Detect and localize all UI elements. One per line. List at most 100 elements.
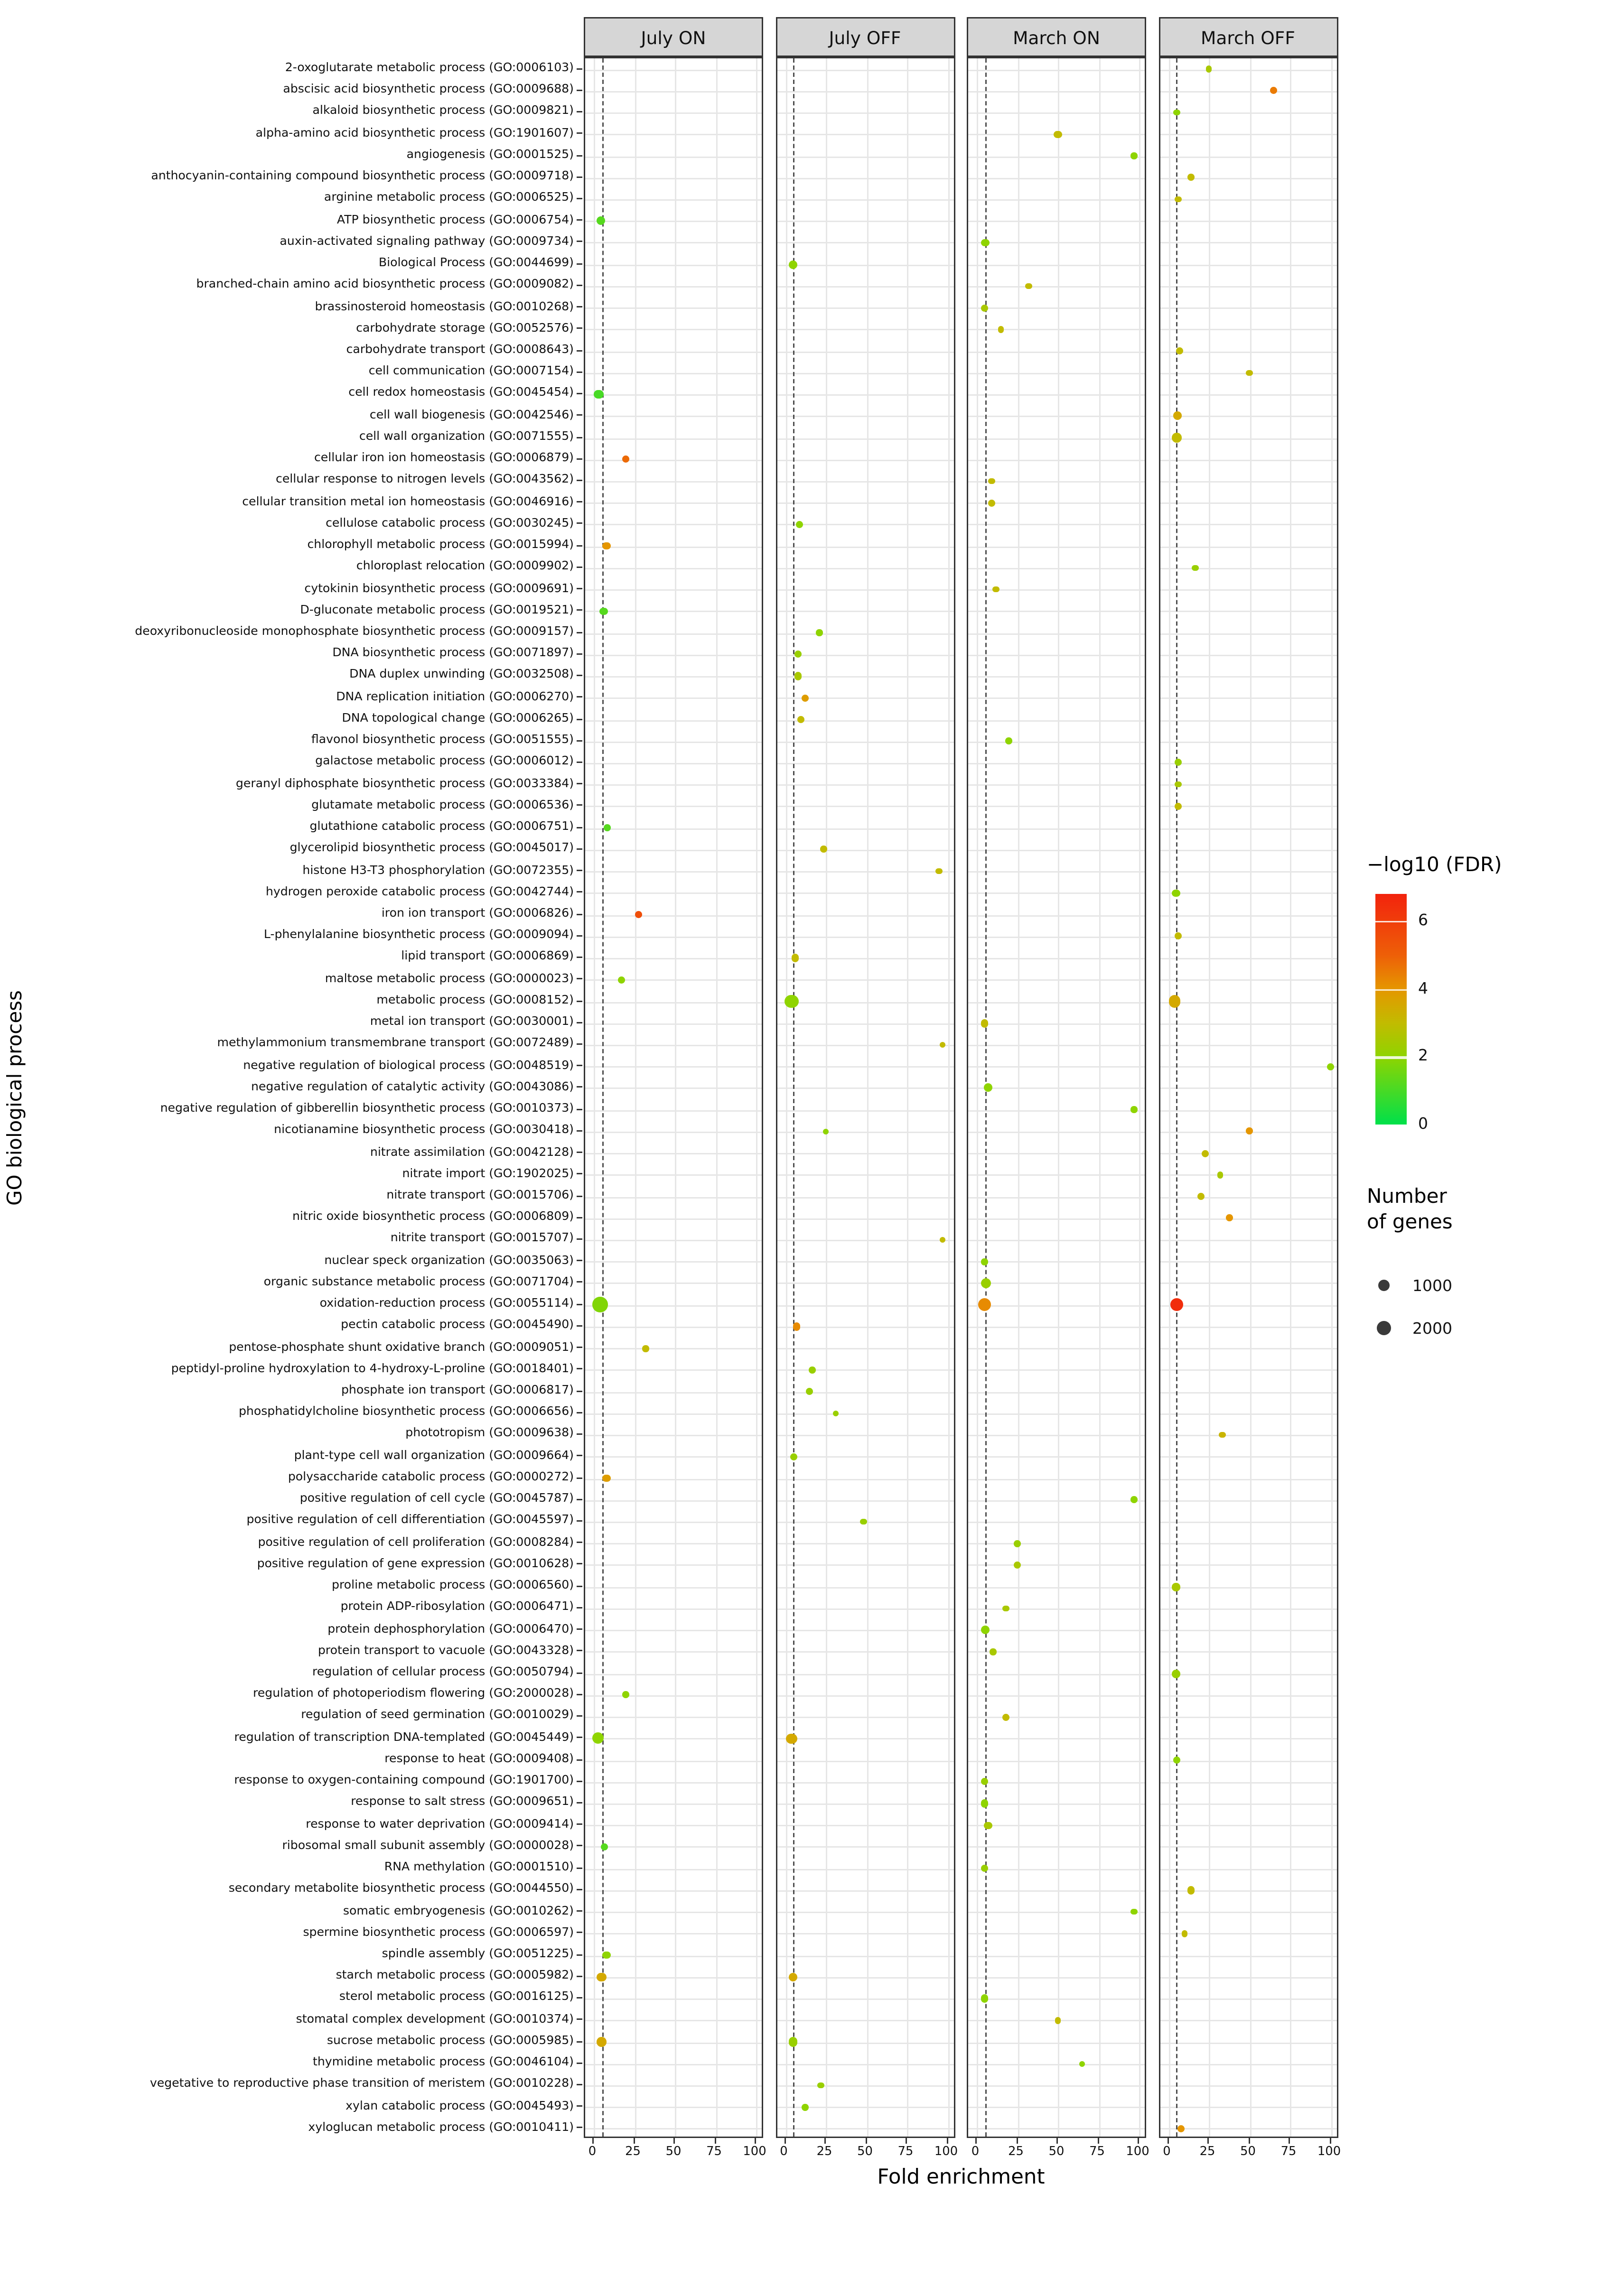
facet-strip-label: March ON: [1013, 26, 1100, 48]
gridline-horizontal: [968, 697, 1145, 699]
x-axis-tick: [946, 2138, 948, 2144]
y-axis-label: metabolic process (GO:0008152): [376, 992, 574, 1006]
gridline-horizontal: [1159, 1565, 1336, 1567]
gridline-horizontal: [968, 1413, 1145, 1415]
gridline-horizontal: [776, 1478, 953, 1480]
x-axis-tick: [755, 2138, 756, 2144]
data-point: [1202, 1149, 1209, 1157]
gridline-horizontal: [776, 2085, 953, 2087]
y-axis-label: carbohydrate storage (GO:0052576): [356, 320, 574, 335]
gridline-horizontal: [776, 1370, 953, 1372]
y-axis-label: pectin catabolic process (GO:0045490): [341, 1317, 574, 1331]
gridline-horizontal: [1159, 1391, 1336, 1393]
color-legend-title: −log10 (FDR): [1367, 854, 1502, 877]
gridline-horizontal: [776, 1890, 953, 1892]
gridline-horizontal: [776, 1348, 953, 1350]
y-axis-tick: [577, 1758, 582, 1760]
gridline-vertical: [1168, 58, 1170, 2137]
y-axis-label: nuclear speck organization (GO:0035063): [324, 1252, 574, 1266]
gridline-horizontal: [968, 589, 1145, 591]
gridline-horizontal: [968, 1890, 1145, 1892]
data-point: [817, 2082, 824, 2089]
gridline-horizontal: [968, 1868, 1145, 1870]
y-axis-label: geranyl diphosphate biosynthetic process…: [235, 775, 574, 790]
gridline-horizontal: [776, 784, 953, 786]
gridline-horizontal: [1159, 1760, 1336, 1762]
y-axis-tick: [577, 1888, 582, 1890]
y-axis-tick: [577, 241, 582, 243]
y-axis-label: flavonol biosynthetic process (GO:005155…: [311, 732, 574, 746]
gridline-horizontal: [776, 1261, 953, 1263]
data-point: [981, 1995, 989, 2003]
y-axis-label: glycerolipid biosynthetic process (GO:00…: [290, 840, 574, 855]
data-point: [806, 1388, 813, 1395]
y-axis-label: ribosomal small subunit assembly (GO:000…: [282, 1837, 574, 1852]
y-axis-tick: [577, 545, 582, 547]
colorbar-tick-label: 4: [1418, 979, 1428, 998]
y-axis-label: alpha-amino acid biosynthetic process (G…: [255, 125, 574, 139]
gridline-horizontal: [776, 827, 953, 829]
gridline-horizontal: [1159, 611, 1336, 613]
x-axis-tick-label: 0: [971, 2145, 980, 2160]
gridline-horizontal: [968, 1305, 1145, 1307]
gridline-horizontal: [968, 1218, 1145, 1220]
y-axis-tick: [577, 1043, 582, 1045]
gridline-horizontal: [585, 1153, 762, 1155]
y-axis-tick: [577, 67, 582, 69]
gridline-horizontal: [776, 762, 953, 764]
y-axis-label: pentose-phosphate shunt oxidative branch…: [229, 1339, 574, 1353]
gridline-horizontal: [585, 134, 762, 136]
gridline-vertical: [785, 58, 787, 2137]
gridline-horizontal: [968, 264, 1145, 266]
data-point: [1174, 932, 1182, 940]
gridline-horizontal: [968, 1738, 1145, 1740]
gridline-horizontal: [968, 416, 1145, 418]
gridline-vertical: [594, 58, 595, 2137]
data-point: [793, 1322, 801, 1331]
x-axis-tick-label: 75: [1280, 2145, 1297, 2160]
x-axis-tick: [1167, 2138, 1168, 2144]
x-axis-tick-label: 100: [1126, 2145, 1149, 2160]
gridline-horizontal: [585, 1999, 762, 2000]
gridline-horizontal: [776, 1825, 953, 1827]
y-axis-label: angiogenesis (GO:0001525): [406, 146, 574, 161]
gridline-horizontal: [585, 1738, 762, 1740]
y-axis-label: secondary metabolite biosynthetic proces…: [228, 1880, 574, 1895]
gridline-horizontal: [1159, 871, 1336, 873]
data-point: [981, 1258, 989, 1265]
gridline-horizontal: [968, 2042, 1145, 2044]
data-point: [1079, 2060, 1085, 2067]
gridline-horizontal: [1159, 112, 1336, 114]
gridline-horizontal: [776, 893, 953, 895]
y-axis-label: cellulose catabolic process (GO:0030245): [326, 515, 574, 530]
gridline-vertical: [634, 58, 636, 2137]
y-axis-label: cellular transition metal ion homeostasi…: [242, 493, 574, 508]
data-point: [1187, 1886, 1195, 1894]
facet-panel: [584, 57, 763, 2138]
data-point: [1218, 1432, 1225, 1439]
gridline-horizontal: [1159, 221, 1336, 223]
gridline-horizontal: [585, 1283, 762, 1285]
x-axis-tick: [784, 2138, 785, 2144]
data-point: [981, 304, 989, 311]
gridline-horizontal: [776, 1717, 953, 1719]
gridline-horizontal: [585, 1890, 762, 1892]
gridline-horizontal: [968, 1261, 1145, 1263]
x-axis-tick-label: 0: [1163, 2145, 1171, 2160]
gridline-horizontal: [968, 741, 1145, 743]
y-axis-label: lipid transport (GO:0006869): [401, 948, 574, 963]
gridline-horizontal: [776, 1543, 953, 1545]
y-axis-tick: [577, 1173, 582, 1175]
data-point: [1246, 369, 1253, 376]
gridline-vertical: [756, 58, 757, 2137]
y-axis-tick: [577, 957, 582, 958]
gridline-horizontal: [1159, 199, 1336, 201]
gridline-horizontal: [776, 177, 953, 179]
threshold-line: [1176, 58, 1178, 2137]
y-axis-label: methylammonium transmembrane transport (…: [217, 1035, 574, 1050]
gridline-vertical: [1330, 58, 1332, 2137]
gridline-horizontal: [776, 1760, 953, 1762]
gridline-horizontal: [1159, 979, 1336, 981]
gridline-horizontal: [585, 1435, 762, 1437]
size-legend-title: Number of genes: [1367, 1186, 1453, 1235]
